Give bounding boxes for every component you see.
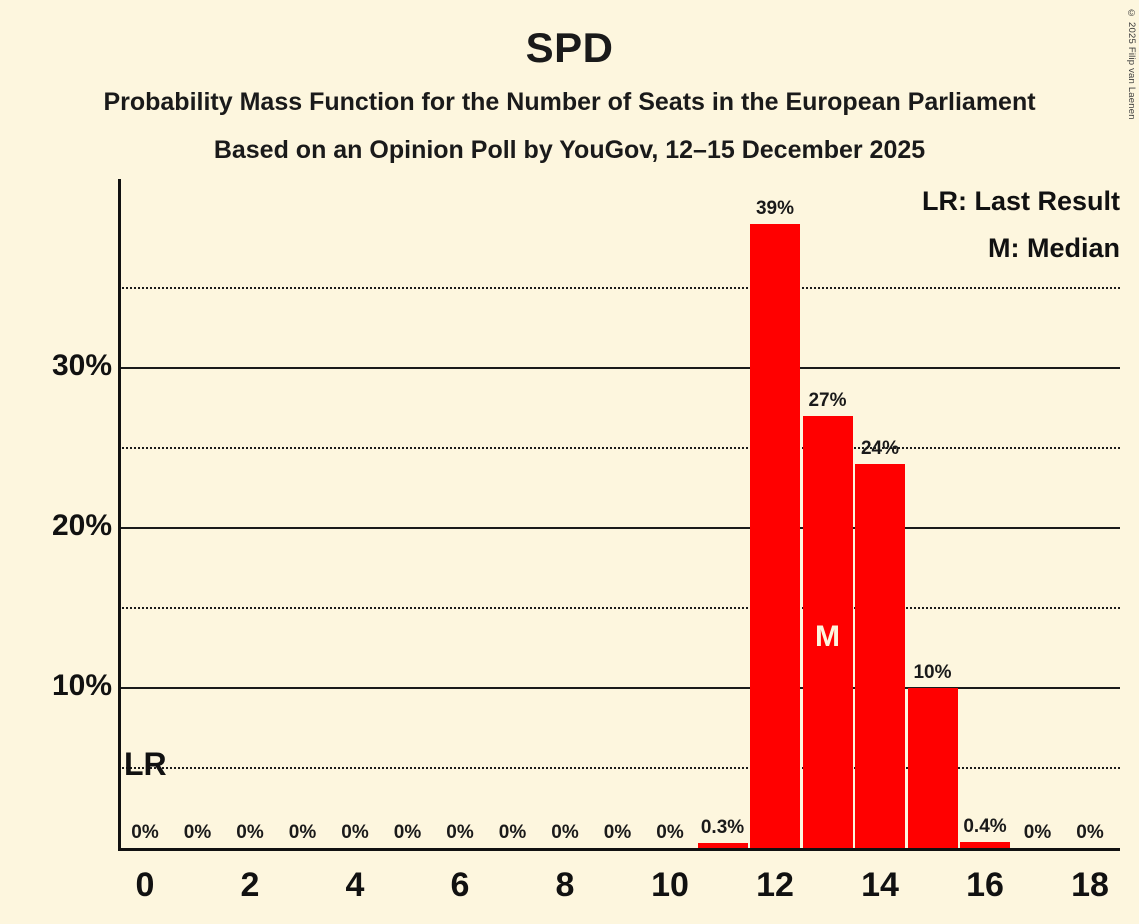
bar-label-seat-14: 24%: [860, 438, 900, 459]
median-marker: M: [815, 620, 840, 653]
bar-label-seat-12: 39%: [755, 198, 795, 219]
bar-label-seat-17: 0%: [1023, 822, 1052, 843]
bar-label-seat-8: 0%: [551, 822, 579, 843]
bar-label-seat-1: 0%: [183, 822, 212, 843]
last-result-marker: LR: [124, 746, 167, 782]
gridline-5pct: [118, 767, 1120, 769]
bar-label-seat-16: 0.4%: [963, 816, 1007, 837]
x-tick-label-8: 8: [555, 866, 575, 904]
bar-seat-14: [855, 464, 905, 848]
x-tick-label-10: 10: [651, 866, 689, 904]
x-tick-label-18: 18: [1071, 866, 1109, 904]
x-tick-label-0: 0: [135, 866, 155, 904]
bar-label-seat-15: 10%: [913, 662, 952, 683]
bar-label-seat-4: 0%: [341, 822, 369, 843]
bar-label-seat-9: 0%: [603, 822, 632, 843]
gridline-15pct: [118, 607, 1120, 609]
y-tick-label-20pct: 20%: [51, 509, 112, 542]
legend-last-result: LR: Last Result: [921, 186, 1120, 216]
bar-label-seat-0: 0%: [131, 822, 159, 843]
chart-source-subtitle: Based on an Opinion Poll by YouGov, 12–1…: [213, 136, 926, 164]
x-tick-label-14: 14: [861, 866, 899, 904]
x-tick-label-16: 16: [966, 866, 1004, 904]
copyright-notice: © 2025 Filip van Laenen: [1126, 8, 1137, 120]
bar-label-seat-11: 0.3%: [700, 817, 745, 838]
x-axis-line: [118, 848, 1120, 851]
bar-label-seat-18: 0%: [1076, 822, 1104, 843]
bar-label-seat-7: 0%: [498, 822, 527, 843]
bar-label-seat-6: 0%: [446, 822, 474, 843]
bar-seat-12: [750, 224, 800, 848]
x-tick-label-2: 2: [240, 866, 260, 904]
bar-label-seat-3: 0%: [288, 822, 317, 843]
bar-label-seat-10: 0%: [656, 822, 684, 843]
x-tick-label-12: 12: [756, 866, 794, 904]
gridline-10pct: [118, 687, 1120, 689]
bar-label-seat-13: 27%: [808, 390, 847, 411]
bar-label-seat-2: 0%: [236, 822, 264, 843]
gridline-20pct: [118, 527, 1120, 529]
page-title: SPD: [525, 24, 614, 71]
y-tick-label-30pct: 30%: [51, 349, 112, 382]
bar-seat-11: [697, 843, 748, 848]
bar-seat-13: [802, 416, 853, 848]
x-tick-label-6: 6: [450, 866, 470, 904]
legend-median: M: Median: [988, 233, 1120, 263]
bar-label-seat-5: 0%: [393, 822, 422, 843]
y-tick-label-10pct: 10%: [51, 669, 112, 702]
y-axis-line: [118, 179, 121, 851]
bar-seat-15: [907, 688, 958, 848]
gridline-30pct: [118, 367, 1120, 369]
gridline-35pct: [118, 287, 1120, 289]
chart-subtitle: Probability Mass Function for the Number…: [103, 88, 1036, 116]
gridline-25pct: [118, 447, 1120, 449]
x-tick-label-4: 4: [345, 866, 365, 904]
bar-seat-16: [960, 842, 1010, 848]
